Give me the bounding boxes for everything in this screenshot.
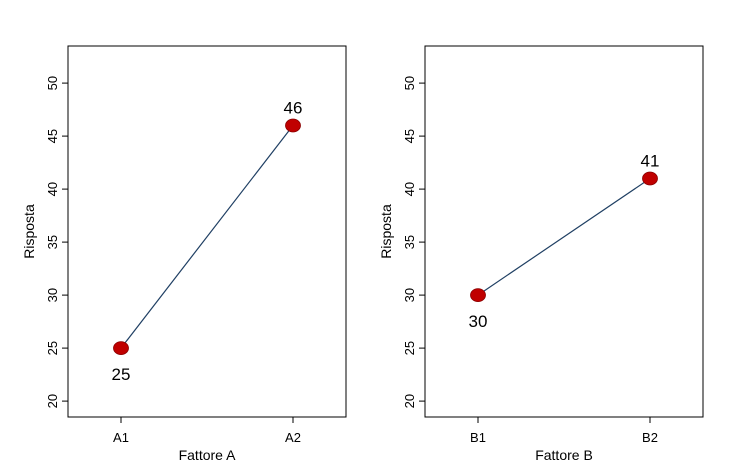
y-tick-label: 35 xyxy=(45,235,60,249)
chart-panel-fattore-a: 20 25 30 35 40 45 50 A1 A2 Fattore A Risposta 25 46 xyxy=(21,45,347,463)
y-tick-label: 20 xyxy=(45,394,60,408)
y-tick-label: 35 xyxy=(402,235,417,249)
y-tick-label: 25 xyxy=(402,341,417,355)
data-label-b1: 30 xyxy=(469,312,488,331)
y-tick-label: 45 xyxy=(402,129,417,143)
data-label-a1: 25 xyxy=(112,365,131,384)
y-axis-title: Risposta xyxy=(378,204,394,259)
data-point-a2 xyxy=(285,118,301,133)
y-tick-label: 50 xyxy=(402,76,417,90)
plot-frame xyxy=(67,45,347,418)
y-tick-label: 40 xyxy=(402,182,417,196)
y-tick-label: 30 xyxy=(45,288,60,302)
series-line xyxy=(477,178,651,296)
y-axis-title: Risposta xyxy=(21,204,37,259)
x-tick-label-b2: B2 xyxy=(642,430,658,445)
y-tick-label: 25 xyxy=(45,341,60,355)
x-axis-title: Fattore B xyxy=(535,447,593,463)
x-tick-label-b1: B1 xyxy=(470,430,486,445)
x-tick-label-a2: A2 xyxy=(285,430,301,445)
x-tick-label-a1: A1 xyxy=(113,430,129,445)
y-tick-label: 20 xyxy=(402,394,417,408)
data-label-a2: 46 xyxy=(284,99,303,118)
data-point-b1 xyxy=(470,288,486,303)
y-tick-label: 50 xyxy=(45,76,60,90)
y-tick-label: 45 xyxy=(45,129,60,143)
chart-panel-fattore-b: 20 25 30 35 40 45 50 B1 B2 Fattore B Risposta 30 41 xyxy=(378,45,704,463)
series-line xyxy=(120,125,294,349)
y-tick-label: 40 xyxy=(45,182,60,196)
data-point-a1 xyxy=(113,341,129,356)
data-label-b2: 41 xyxy=(641,152,660,171)
plot-frame xyxy=(424,45,704,418)
y-tick-label: 30 xyxy=(402,288,417,302)
data-point-b2 xyxy=(642,171,658,186)
x-axis-title: Fattore A xyxy=(179,447,236,463)
